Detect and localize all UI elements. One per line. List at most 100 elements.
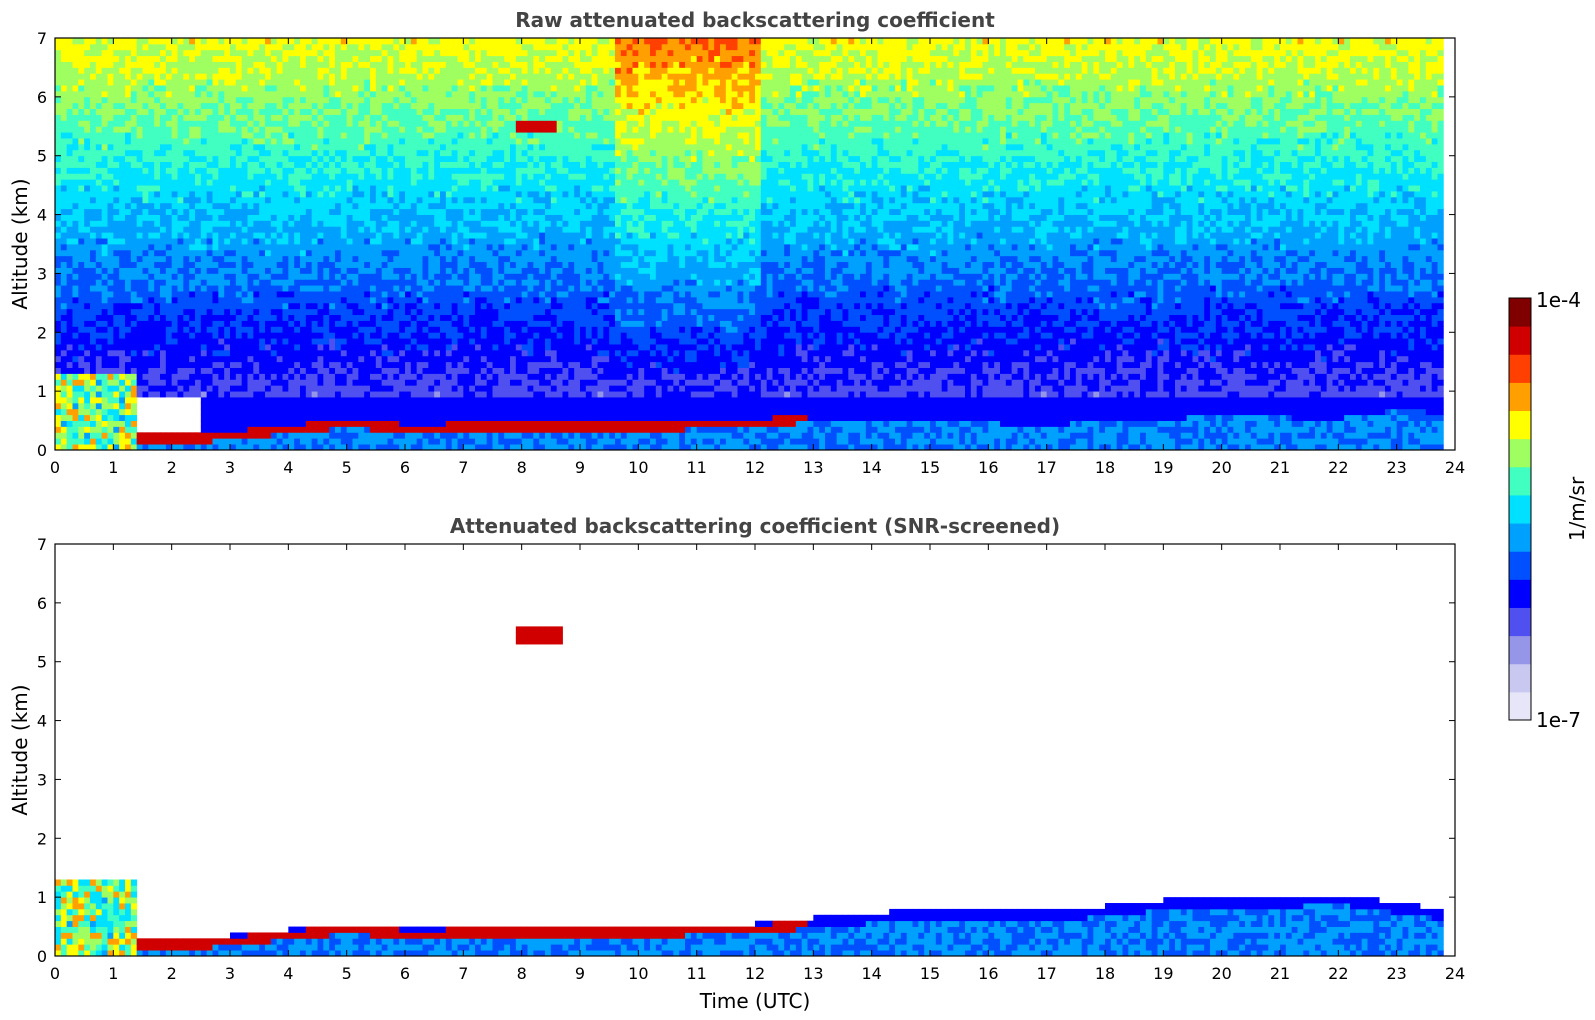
heatmap-cell <box>393 49 400 57</box>
heatmap-cell <box>399 267 406 274</box>
heatmap-cell <box>224 279 231 286</box>
heatmap-cell <box>381 408 388 416</box>
heatmap-cell <box>399 226 406 233</box>
heatmap-cell <box>399 314 406 321</box>
heatmap-cell <box>66 120 73 127</box>
heatmap-cell <box>265 67 272 74</box>
heatmap-cell <box>165 244 173 251</box>
heatmap-cell <box>358 43 365 51</box>
heatmap-cell <box>288 238 295 245</box>
heatmap-cell <box>352 302 359 310</box>
heatmap-cell <box>399 120 406 127</box>
heatmap-cell <box>78 49 85 57</box>
heatmap-cell <box>206 90 213 98</box>
heatmap-cell <box>253 408 260 416</box>
heatmap-cell <box>469 43 476 51</box>
heatmap-cell <box>66 267 73 274</box>
heatmap-cell <box>399 273 406 280</box>
heatmap-cell <box>72 220 79 227</box>
heatmap-cell <box>78 367 85 374</box>
heatmap-cell <box>113 273 120 280</box>
heatmap-cell <box>265 302 272 310</box>
heatmap-cell <box>300 338 307 345</box>
heatmap-cell <box>212 420 219 427</box>
heatmap-cell <box>212 261 219 268</box>
heatmap-cell <box>370 238 377 245</box>
heatmap-cell <box>224 426 231 433</box>
heatmap-cell <box>125 426 132 433</box>
heatmap-cell <box>171 438 178 445</box>
heatmap-cell <box>72 191 79 198</box>
heatmap-cell <box>165 355 173 363</box>
heatmap-cell <box>422 179 429 186</box>
heatmap-cell <box>230 414 237 421</box>
heatmap-cell <box>55 332 62 339</box>
heatmap-cell <box>346 138 353 145</box>
heatmap-cell <box>393 320 400 327</box>
heatmap-cell <box>177 302 184 310</box>
heatmap-cell <box>171 161 178 168</box>
heatmap-cell <box>399 43 406 51</box>
heatmap-cell <box>78 426 85 433</box>
heatmap-cell <box>469 61 476 68</box>
heatmap-cell <box>399 108 406 115</box>
heatmap-cell <box>60 261 68 268</box>
heatmap-cell <box>422 379 429 386</box>
heatmap-cell <box>422 355 429 363</box>
heatmap-cell <box>329 320 336 327</box>
heatmap-cell <box>165 96 173 104</box>
heatmap-cell <box>410 432 418 439</box>
heatmap-cell <box>60 267 68 274</box>
heatmap-cell <box>148 126 155 133</box>
heatmap-cell <box>294 220 301 227</box>
heatmap-cell <box>165 308 173 316</box>
heatmap-cell <box>405 426 412 433</box>
heatmap-cell <box>189 38 196 45</box>
heatmap-cell <box>107 120 114 127</box>
heatmap-cell <box>130 402 138 410</box>
heatmap-cell <box>60 385 68 392</box>
heatmap-cell <box>375 155 383 162</box>
heatmap-cell <box>440 85 447 92</box>
heatmap-cell <box>469 420 476 427</box>
heatmap-cell <box>416 143 423 151</box>
heatmap-cell <box>200 208 208 215</box>
heatmap-cell <box>387 126 394 133</box>
heatmap-cell <box>154 267 161 274</box>
heatmap-cell <box>247 179 254 186</box>
heatmap-cell <box>183 355 190 363</box>
heatmap-cell <box>370 85 377 92</box>
heatmap-cell <box>375 432 383 439</box>
heatmap-cell <box>212 191 219 198</box>
heatmap-cell <box>387 214 394 221</box>
heatmap-cell <box>381 444 388 451</box>
heatmap-cell <box>235 402 243 410</box>
heatmap-cell <box>113 438 120 445</box>
heatmap-cell <box>183 38 190 45</box>
heatmap-cell <box>288 191 295 198</box>
heatmap-cell <box>142 302 149 310</box>
heatmap-cell <box>270 208 278 215</box>
heatmap-cell <box>125 220 132 227</box>
heatmap-cell <box>422 420 429 427</box>
heatmap-cell <box>340 226 348 233</box>
heatmap-cell <box>445 391 453 398</box>
heatmap-cell <box>329 167 336 174</box>
heatmap-cell <box>84 185 91 192</box>
heatmap-cell <box>405 90 412 98</box>
heatmap-cell <box>288 444 295 451</box>
heatmap-cell <box>335 214 342 221</box>
heatmap-cell <box>352 326 359 333</box>
heatmap-cell <box>125 391 132 398</box>
heatmap-cell <box>154 179 161 186</box>
heatmap-cell <box>282 273 289 280</box>
heatmap-cell <box>253 314 260 321</box>
heatmap-cell <box>311 43 318 51</box>
heatmap-cell <box>451 249 458 257</box>
heatmap-cell <box>329 155 336 162</box>
heatmap-cell <box>206 432 213 439</box>
heatmap-cell <box>300 173 307 180</box>
heatmap-cell <box>340 332 348 339</box>
heatmap-cell <box>125 279 132 286</box>
heatmap-cell <box>55 196 62 204</box>
